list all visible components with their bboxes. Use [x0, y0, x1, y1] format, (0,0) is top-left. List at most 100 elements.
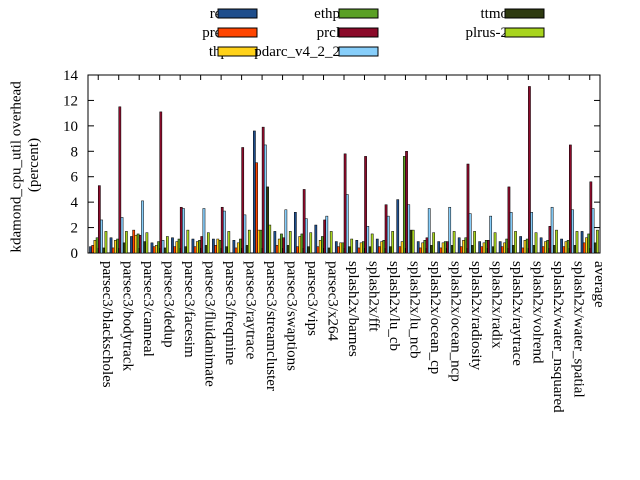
bar-prec-splash2x-radiosity [460, 246, 463, 254]
bar-plrus-2-parsec3-raytrace [247, 229, 251, 254]
bar-group-parsec3-streamcluster [253, 126, 272, 254]
bar-ttmo-splash2x-ocean-ncp [450, 245, 454, 254]
bar-ttmo-parsec3-canneal [143, 241, 147, 254]
bar-prec-splash2x-volrend [521, 247, 525, 254]
bar-group-parsec3-vips [293, 189, 313, 254]
bar-rec-splash2x-barnes [334, 241, 338, 254]
bar-group-parsec3-canneal [130, 200, 149, 254]
bar-thp-splash2x-radiosity [462, 240, 465, 254]
bar-group-average [580, 181, 599, 254]
x-tick-label: parsec3/streamcluster [263, 261, 279, 391]
bar-prec-parsec3-fluidanimate [193, 246, 197, 254]
bar-thp-parsec3-bodytrack [114, 240, 117, 254]
bar-thp-parsec3-dedup [155, 245, 158, 254]
bar-prcl-splash2x-volrend [528, 86, 531, 254]
bar-ttmo-splash2x-water-spatial [573, 245, 577, 254]
bar-plrus-2-splash2x-ocean-ncp [452, 231, 456, 254]
bar-pdarc-v4-2-2-splash2x-barnes [345, 194, 349, 254]
bar-ttmo-parsec3-streamcluster [266, 186, 269, 254]
bar-prec-parsec3-vips [296, 246, 299, 254]
bar-rec-parsec3-vips [293, 212, 297, 254]
bar-pdarc-v4-2-2-parsec3-dedup [161, 240, 165, 254]
x-tick-label: parsec3/bodytrack [120, 261, 136, 371]
bar-plrus-2-splash2x-lu-cb [391, 231, 395, 254]
legend-swatch [504, 8, 545, 19]
bar-thp-parsec3-freqmine [216, 238, 220, 254]
legend-swatch [217, 46, 258, 57]
bar-prec-parsec3-x264 [316, 246, 320, 254]
bar-rec-parsec3-facesim [171, 237, 174, 254]
bar-prcl-splash2x-radiosity [466, 163, 470, 254]
legend-swatch [338, 8, 379, 19]
bar-pdarc-v4-2-2-splash2x-water-nsquared [550, 206, 554, 254]
bar-pdarc-v4-2-2-parsec3-fluidanimate [202, 208, 206, 254]
bar-plrus-2-splash2x-water-spatial [575, 231, 579, 254]
legend-entry-plrus-2: plrus-2 [466, 25, 545, 41]
bar-ttmo-parsec3-freqmine [225, 246, 228, 254]
bar-group-parsec3-x264 [314, 215, 333, 254]
bar-plrus-2-parsec3-vips [309, 232, 313, 254]
bar-group-splash2x-volrend [519, 86, 538, 254]
bar-prcl-parsec3-facesim [179, 206, 183, 254]
legend-swatch [504, 27, 545, 38]
legend-entry-prec: prec [202, 25, 258, 41]
bar-prec-splash2x-water-nsquared [541, 246, 545, 254]
bar-pdarc-v4-2-2-splash2x-lu-ncb [407, 204, 411, 254]
bar-group-splash2x-water-spatial [560, 144, 579, 254]
legend-label: ethp [314, 6, 340, 22]
bar-group-parsec3-fluidanimate [191, 208, 210, 254]
bar-plrus-2-parsec3-canneal [145, 232, 149, 254]
x-tick-label: splash2x/fft [365, 261, 381, 332]
bar-rec-splash2x-fft [355, 240, 359, 254]
bar-prec-splash2x-radix [480, 246, 484, 254]
bar-pdarc-v4-2-2-splash2x-ocean-cp [427, 208, 431, 254]
y-tick-label: 6 [71, 170, 79, 186]
x-tick-label: parsec3/dedup [161, 261, 177, 348]
y-tick-label: 12 [63, 93, 78, 109]
x-tick-label: splash2x/radix [488, 261, 504, 349]
legend-label: prcl [317, 25, 340, 41]
bar-rec-splash2x-lu-cb [375, 238, 379, 254]
bar-plrus-2-splash2x-radiosity [473, 231, 476, 254]
bar-plrus-2-parsec3-blackscholes [104, 231, 108, 254]
bar-prec-splash2x-ocean-cp [419, 247, 422, 254]
bar-ttmo-splash2x-volrend [532, 245, 536, 254]
bar-pdarc-v4-2-2-parsec3-canneal [141, 200, 144, 254]
bar-pdarc-v4-2-2-parsec3-freqmine [223, 210, 226, 254]
y-tick-label: 14 [63, 68, 79, 84]
bar-thp-parsec3-blackscholes [93, 240, 97, 254]
bar-prcl-splash2x-lu-ncb [405, 151, 408, 254]
bar-group-parsec3-raytrace [232, 147, 251, 254]
bar-plrus-2-parsec3-fluidanimate [206, 232, 210, 254]
bar-prcl-parsec3-raytrace [241, 147, 245, 254]
bar-rec-parsec3-blackscholes [89, 246, 92, 254]
bar-rec-parsec3-canneal [130, 236, 133, 254]
bar-rec-parsec3-fluidanimate [191, 238, 195, 254]
bar-ttmo-splash2x-lu-cb [389, 246, 392, 254]
bar-group-parsec3-bodytrack [109, 106, 128, 254]
bar-ttmo-splash2x-barnes [348, 246, 351, 254]
x-tick-label: parsec3/facesim [181, 261, 197, 358]
bar-pdarc-v4-2-2-parsec3-vips [304, 218, 308, 254]
bar-plrus-2-parsec3-freqmine [227, 231, 231, 254]
bar-ttmo-parsec3-x264 [327, 247, 331, 254]
bar-plrus-2-splash2x-raytrace [514, 231, 517, 254]
bar-rec-parsec3-streamcluster [253, 130, 256, 254]
x-tick-label: parsec3/raytrace [243, 261, 259, 360]
bar-pdarc-v4-2-2-splash2x-volrend [530, 212, 533, 254]
bar-prcl-parsec3-blackscholes [97, 185, 101, 254]
bar-ttmo-parsec3-bodytrack [122, 242, 126, 254]
bar-plrus-2-splash2x-water-nsquared [555, 229, 558, 254]
bar-thp-splash2x-water-spatial [564, 241, 568, 254]
bar-rec-splash2x-ocean-cp [416, 241, 420, 254]
legend: rec prec thp ethp prcl pdarc_v4_2_2 ttmo plrus-… [202, 6, 545, 60]
bar-pdarc-v4-2-2-parsec3-facesim [182, 208, 185, 254]
bar-thp-splash2x-fft [359, 242, 363, 254]
bar-prec-splash2x-lu-cb [378, 246, 381, 254]
bar-thp-average [585, 237, 588, 254]
bar-rec-parsec3-x264 [314, 224, 318, 254]
bar-pdarc-v4-2-2-parsec3-x264 [325, 215, 329, 254]
x-tick-label: splash2x/water_nsquared [550, 261, 566, 413]
legend-label: plrus-2 [466, 25, 509, 41]
bar-prcl-splash2x-fft [364, 156, 367, 254]
